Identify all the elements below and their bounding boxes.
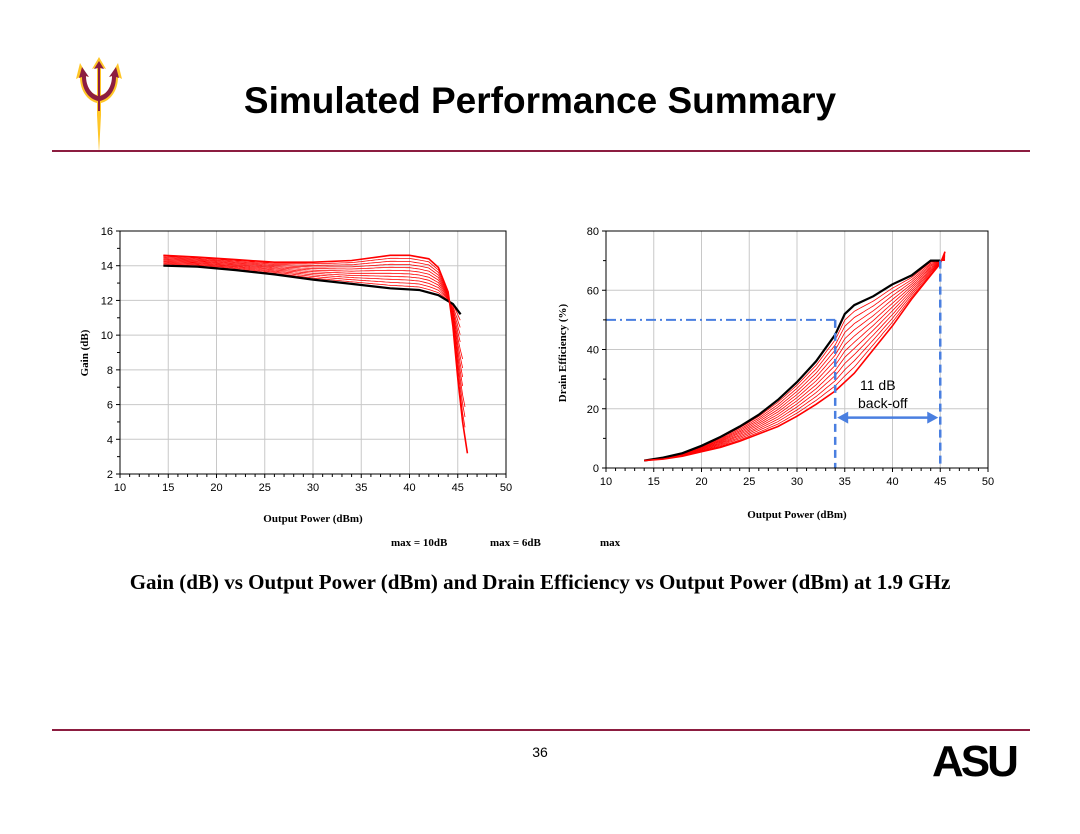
sweep-curve: [163, 260, 463, 369]
arrow-head-right-icon: [927, 411, 939, 424]
arrow-head-left-icon: [837, 411, 849, 424]
x-tick-label: 45: [452, 482, 464, 494]
y-tick-label: 16: [101, 226, 113, 238]
page-number: 36: [532, 744, 548, 760]
x-tick-label: 35: [839, 476, 851, 488]
sweep-curve: [163, 262, 461, 343]
sweep-curve: [163, 257, 466, 407]
y-tick-label: 12: [101, 295, 113, 307]
sweep-curve: [163, 261, 463, 360]
asu-logo: ASU: [932, 737, 1020, 780]
edge-series-line: [163, 254, 469, 454]
pitchfork-logo-icon: [76, 57, 122, 153]
footer-divider: [52, 729, 1030, 731]
x-tick-label: 40: [886, 476, 898, 488]
asu-logo-text: ASU: [932, 737, 1017, 780]
figure-caption: Gain (dB) vs Output Power (dBm) and Drai…: [129, 570, 951, 594]
x-tick-label: 20: [695, 476, 707, 488]
sweep-curve: [644, 256, 946, 461]
x-tick-label: 15: [162, 482, 174, 494]
y-tick-label: 14: [101, 261, 113, 273]
sweep-curve: [163, 255, 466, 428]
backoff-label-line2: back-off: [858, 395, 908, 411]
y-axis-label: Gain (dB): [79, 329, 91, 376]
x-tick-label: 10: [600, 476, 612, 488]
ghost-text: max = 10dB: [391, 537, 448, 549]
main-series-line: [644, 259, 941, 462]
x-tick-label: 25: [259, 482, 271, 494]
y-axis-label: Drain Efficiency (%): [557, 303, 569, 402]
sweep-curve: [163, 265, 461, 321]
y-tick-label: 40: [587, 345, 599, 357]
backoff-label-line1: 11 dB: [860, 377, 896, 393]
sweep-curve: [644, 251, 946, 461]
ghost-text: max = 6dB: [490, 537, 541, 549]
sweep-curve: [163, 264, 461, 328]
page-title: Simulated Performance Summary: [243, 80, 837, 121]
sweep-curve: [644, 257, 946, 461]
sweep-curve: [163, 256, 466, 418]
y-tick-label: 6: [107, 400, 113, 412]
sweep-curve: [163, 258, 463, 387]
x-axis-label: Output Power (dBm): [263, 513, 363, 525]
x-tick-label: 25: [743, 476, 755, 488]
ghost-text: max: [600, 537, 621, 549]
y-tick-label: 60: [587, 285, 599, 297]
sweep-curve: [163, 259, 463, 378]
sweep-curve: [644, 254, 946, 461]
x-tick-label: 40: [403, 482, 415, 494]
y-tick-label: 4: [107, 434, 113, 446]
x-tick-label: 35: [355, 482, 367, 494]
sweep-curve: [644, 254, 946, 461]
x-tick-label: 50: [982, 476, 994, 488]
y-tick-label: 0: [593, 463, 599, 475]
y-tick-label: 80: [587, 226, 599, 238]
sweep-curve: [644, 257, 946, 461]
x-tick-label: 45: [934, 476, 946, 488]
sweep-curve: [644, 258, 946, 461]
x-tick-label: 30: [791, 476, 803, 488]
y-tick-label: 8: [107, 365, 113, 377]
y-tick-label: 20: [587, 404, 599, 416]
title-divider: [52, 150, 1030, 152]
y-tick-label: 2: [107, 469, 113, 481]
x-tick-label: 30: [307, 482, 319, 494]
y-tick-label: 10: [101, 330, 113, 342]
x-tick-label: 20: [210, 482, 222, 494]
gain-chart: 10 15 20 25 30 35 40 45 50 2 4 6 8 10 12 14 16 Output Po…: [79, 226, 512, 525]
edge-series-line: [644, 251, 946, 462]
x-axis-label: Output Power (dBm): [747, 509, 847, 521]
efficiency-chart: 10 15 20 25 30 35 40 45 50 0 20 40 60 80 Output Power…: [557, 226, 994, 521]
main-series-line: [163, 264, 462, 315]
x-tick-label: 10: [114, 482, 126, 494]
sweep-curve: [163, 263, 461, 335]
x-tick-label: 15: [648, 476, 660, 488]
sweep-curve: [644, 255, 946, 461]
x-tick-label: 50: [500, 482, 512, 494]
